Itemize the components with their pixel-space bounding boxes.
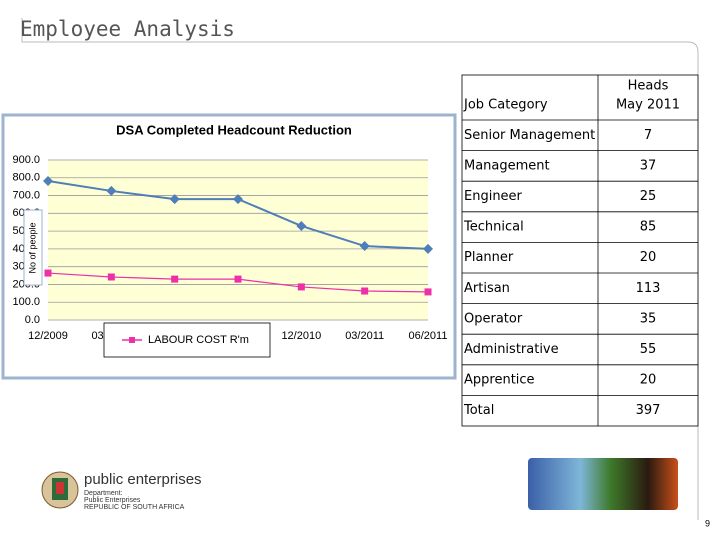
marker [44,269,52,277]
y-tick-label: 0.0 [25,314,40,326]
cell: 25 [640,189,657,204]
logo [41,471,79,509]
y-tick-label: 700.0 [12,189,40,201]
legend: LABOUR COST R'm [103,322,271,358]
brand: public enterprises [84,471,202,488]
dept: REPUBLIC OF SOUTH AFRICA [84,504,185,511]
cell: Artisan [464,281,510,296]
cell: 20 [640,250,657,265]
x-tick-label: 12/2010 [281,330,321,342]
header-cell: May 2011 [616,98,680,113]
table: Job Category Heads May 2011 Senior Manageme… [461,74,699,427]
cell: 20 [640,373,657,388]
marker [361,287,369,295]
cell: Engineer [464,189,523,204]
marker [423,243,433,254]
cell: Technical [463,220,524,235]
cell: 37 [640,158,657,173]
marker [234,275,242,283]
y-tick-label: 900.0 [12,154,40,166]
plot-area [48,160,428,320]
y-tick-label: 100.0 [12,296,40,308]
page-number: 9 [705,518,710,528]
chart-title: DSA Completed Headcount Reduction [116,122,352,137]
cell: 113 [636,281,661,296]
y-axis-label: No of people [27,222,37,273]
x-tick-label: 12/2009 [28,330,68,342]
cell: Management [464,158,550,173]
marker [297,283,305,291]
cell: Administrative [464,342,559,357]
cell: Apprentice [464,373,535,388]
legend-label: LABOUR COST R'm [148,334,249,346]
marker [107,273,115,281]
marker [296,220,307,231]
cell: 85 [640,220,657,235]
dept: Department: [84,490,123,497]
frame [21,18,699,520]
dept: Public Enterprises [84,497,141,504]
cell: 35 [640,311,657,326]
marker [106,185,117,196]
x-tick-label: 03/2011 [345,330,384,342]
cell: Operator [464,311,523,326]
cell: 55 [640,342,657,357]
header-cell: Heads [628,79,669,94]
slide-title: Employee Analysis [20,17,235,41]
cell: Planner [464,250,514,265]
cell: 7 [644,128,652,143]
marker [43,175,53,186]
marker [169,194,180,205]
marker [171,275,179,283]
y-tick-label: 800.0 [12,172,40,184]
marker [359,241,370,252]
marker [424,288,432,296]
marker [233,194,243,205]
header-cell: Job Category [463,98,548,113]
legend-swatch [129,337,135,343]
cell: Total [463,403,494,418]
x-tick-label: 06/2011 [409,330,448,342]
photo-strip [528,458,678,510]
y-label-box [23,209,43,286]
table-border [461,74,699,427]
chart: 0.0100.0200.0300.0400.0500.0600.0700.080… [12,154,448,358]
cell: Senior Management [464,128,595,143]
cell: 397 [636,403,661,418]
